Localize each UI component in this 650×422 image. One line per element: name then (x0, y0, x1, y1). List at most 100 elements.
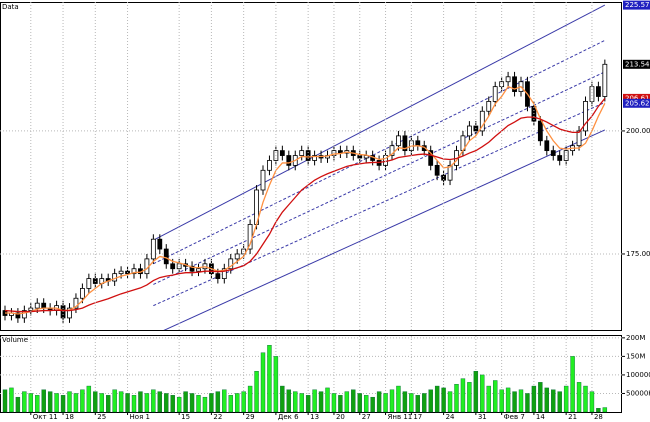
volume-bar (299, 393, 304, 413)
volume-bar (422, 393, 427, 413)
y-tick-label: 100000K (626, 371, 650, 379)
candle-body (596, 86, 601, 97)
x-tick-label: 29 (246, 413, 255, 421)
candle-body (286, 155, 292, 166)
candle-body (544, 140, 550, 152)
volume-bar (570, 356, 575, 413)
x-tick-label: Янв 11 (388, 413, 413, 421)
volume-bar (518, 389, 524, 413)
volume-bar (170, 395, 175, 413)
candle-body (312, 155, 318, 161)
volume-bar (486, 385, 491, 413)
volume-bar (409, 393, 414, 413)
candle-body (441, 174, 447, 181)
x-tick-label: 22 (213, 413, 222, 421)
price-marker-box (623, 93, 650, 103)
volume-bar (254, 371, 259, 413)
channel-line (153, 101, 606, 307)
volume-bar (312, 389, 317, 413)
channel-line (153, 4, 606, 241)
volume-bar (434, 385, 440, 413)
x-tick-label: 25 (97, 413, 106, 421)
price-marker-box (623, 0, 650, 10)
candle-body (550, 150, 556, 156)
volume-bar (2, 389, 8, 413)
x-tick-label: 28 (594, 413, 603, 421)
candle-body (221, 268, 227, 279)
volume-bar (209, 393, 214, 413)
y-tick-label: 200M (626, 334, 645, 342)
x-tick-label: Ноя 1 (130, 413, 150, 421)
candle-body (576, 130, 582, 147)
volume-bar (118, 391, 124, 413)
candle-body (170, 263, 176, 270)
volume-bar (415, 395, 420, 413)
candle-body (118, 270, 124, 275)
volume-bar (131, 395, 137, 413)
candle-body (234, 253, 240, 260)
x-tick-label: 13 (310, 413, 319, 421)
candle-body (267, 160, 272, 171)
volume-bar (183, 391, 188, 413)
x-tick-label: 31 (478, 413, 487, 421)
candle-body (505, 76, 511, 83)
volume-title: Volume (2, 336, 28, 344)
volume-bar (280, 385, 285, 413)
volume-bar (144, 393, 150, 413)
volume-bar (505, 387, 511, 413)
volume-bar (54, 393, 59, 413)
volume-bar (196, 395, 201, 413)
volume-bar (267, 345, 272, 413)
volume-bar (602, 407, 608, 413)
volume-bar (189, 393, 195, 413)
candle-body (428, 150, 434, 166)
candle-body (402, 135, 408, 152)
candle-body (157, 238, 163, 250)
volume-bar (499, 389, 504, 413)
y-tick-label: 175.00 (626, 250, 650, 258)
x-tick-label: Дек 6 (278, 413, 299, 421)
y-tick-label: 50000K (626, 389, 650, 397)
candle-body (415, 140, 421, 147)
volume-bar (376, 391, 382, 413)
candle-body (396, 135, 401, 147)
volume-bar (73, 393, 79, 413)
x-tick-label: Фев 7 (504, 413, 525, 421)
volume-bar (357, 393, 362, 413)
volume-bar (318, 391, 324, 413)
candle-body (86, 278, 92, 289)
price-marker-label: 205.62 (625, 99, 650, 107)
candle-body (557, 155, 563, 161)
candle-body (41, 302, 47, 309)
candle-body (228, 258, 234, 270)
volume-bar (125, 393, 130, 413)
volume-bar (80, 389, 85, 413)
volume-bar (176, 396, 182, 413)
candle-body (163, 248, 169, 265)
volume-bar (22, 391, 27, 413)
price-panel (0, 2, 622, 331)
volume-bar (286, 389, 291, 413)
candle-body (150, 238, 156, 260)
x-tick-label: 21 (568, 413, 577, 421)
volume-bar (41, 389, 46, 413)
x-tick-label: Окт 11 (33, 413, 58, 421)
volume-bar (325, 387, 330, 413)
volume-bar (563, 385, 569, 413)
volume-bar (351, 389, 356, 413)
volume-bar (222, 389, 227, 413)
candle-body (215, 273, 221, 279)
candle-body (479, 110, 485, 132)
volume-bar (241, 391, 246, 413)
volume-bar (9, 387, 14, 413)
volume-bar (551, 389, 556, 413)
price-marker-label: 225.57 (625, 1, 650, 9)
volume-bar (473, 371, 479, 413)
volume-bar (60, 395, 66, 413)
candle-body (80, 288, 85, 299)
volume-bar (538, 382, 543, 413)
volume-bar (576, 382, 582, 413)
price-marker-label: 206.61 (625, 94, 650, 102)
volume-bar (228, 395, 233, 413)
